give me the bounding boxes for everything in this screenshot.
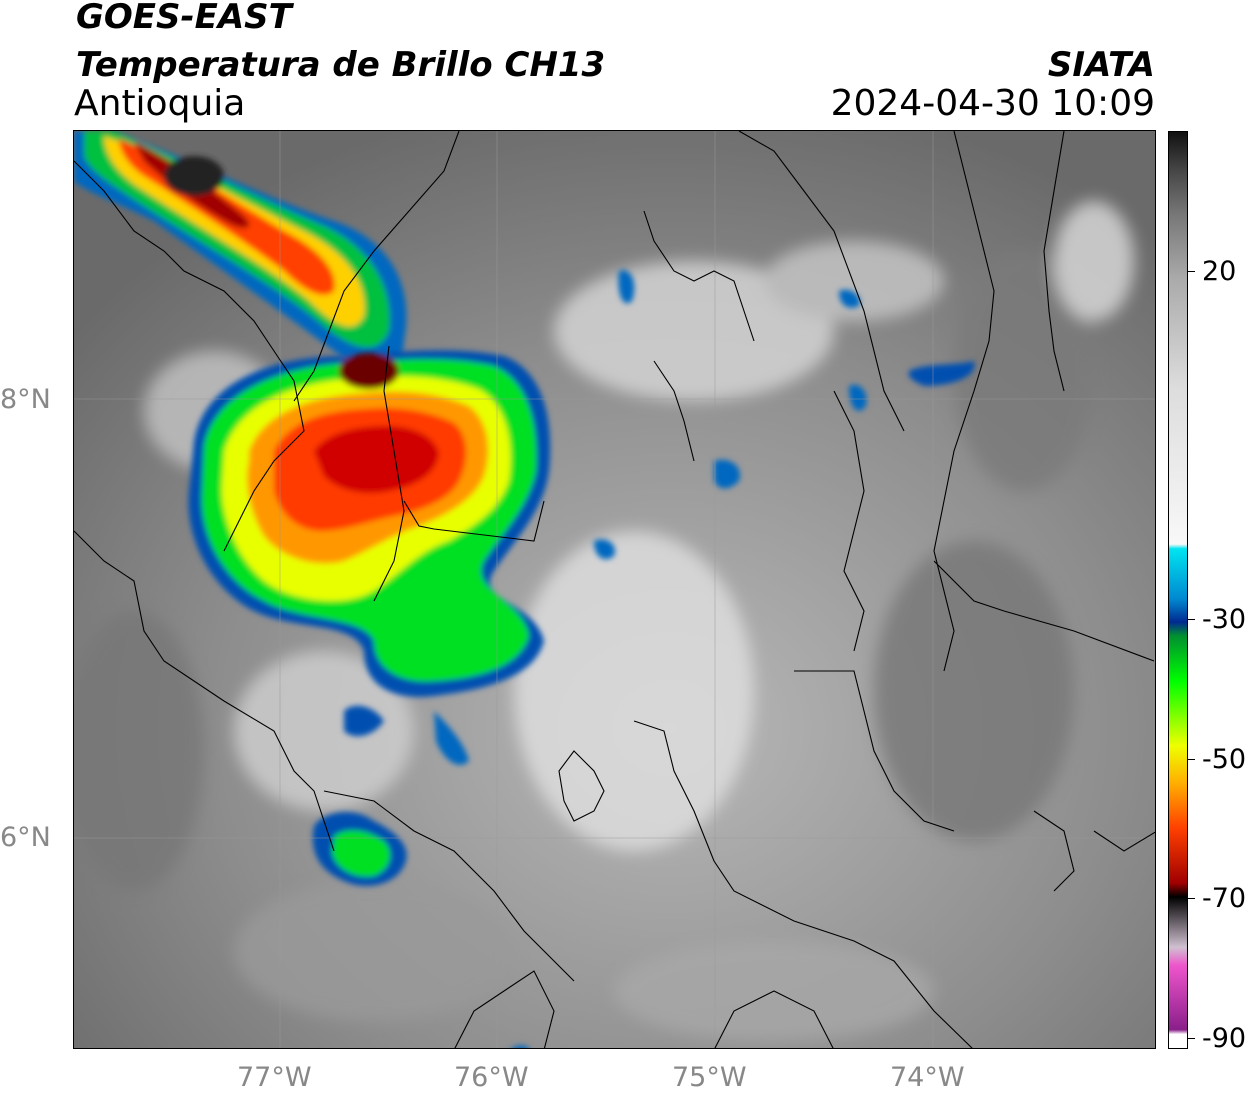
map-canvas (74, 131, 1155, 1048)
lat-label-6n: 6°N (0, 822, 51, 853)
colorbar-tick (1188, 759, 1195, 760)
lon-label-77w: 77°W (237, 1062, 312, 1093)
lon-label-76w: 76°W (454, 1062, 529, 1093)
storm-core-main (188, 350, 551, 697)
colorbar-tick (1188, 1038, 1195, 1039)
colorbar-tick (1188, 271, 1195, 272)
lon-label-75w: 75°W (672, 1062, 747, 1093)
timestamp: 2024-04-30 10:09 (830, 83, 1155, 124)
colorbar-tick (1188, 898, 1195, 899)
colorbar-label: 20 (1202, 256, 1237, 287)
admin-boundaries (74, 131, 1155, 1048)
colorbar-label: -50 (1202, 744, 1247, 775)
credit-label: SIATA (1047, 45, 1155, 85)
colorbar-label: -90 (1202, 1023, 1247, 1054)
temperature-colorbar (1168, 131, 1188, 1049)
graticule (74, 131, 1155, 1048)
storm-band-north (74, 131, 407, 370)
storm-cells-south (312, 270, 975, 1048)
lon-label-74w: 74°W (890, 1062, 965, 1093)
region-subtitle: Antioquia (74, 83, 246, 124)
lat-label-8n: 8°N (0, 384, 51, 415)
colorbar-label: -30 (1202, 604, 1247, 635)
satellite-map[interactable] (73, 130, 1156, 1049)
colorbar-label: -70 (1202, 883, 1247, 914)
title-line-2: Temperatura de Brillo CH13 (76, 45, 606, 85)
colorbar-tick (1188, 619, 1195, 620)
title-line-1: GOES-EAST (76, 0, 292, 37)
